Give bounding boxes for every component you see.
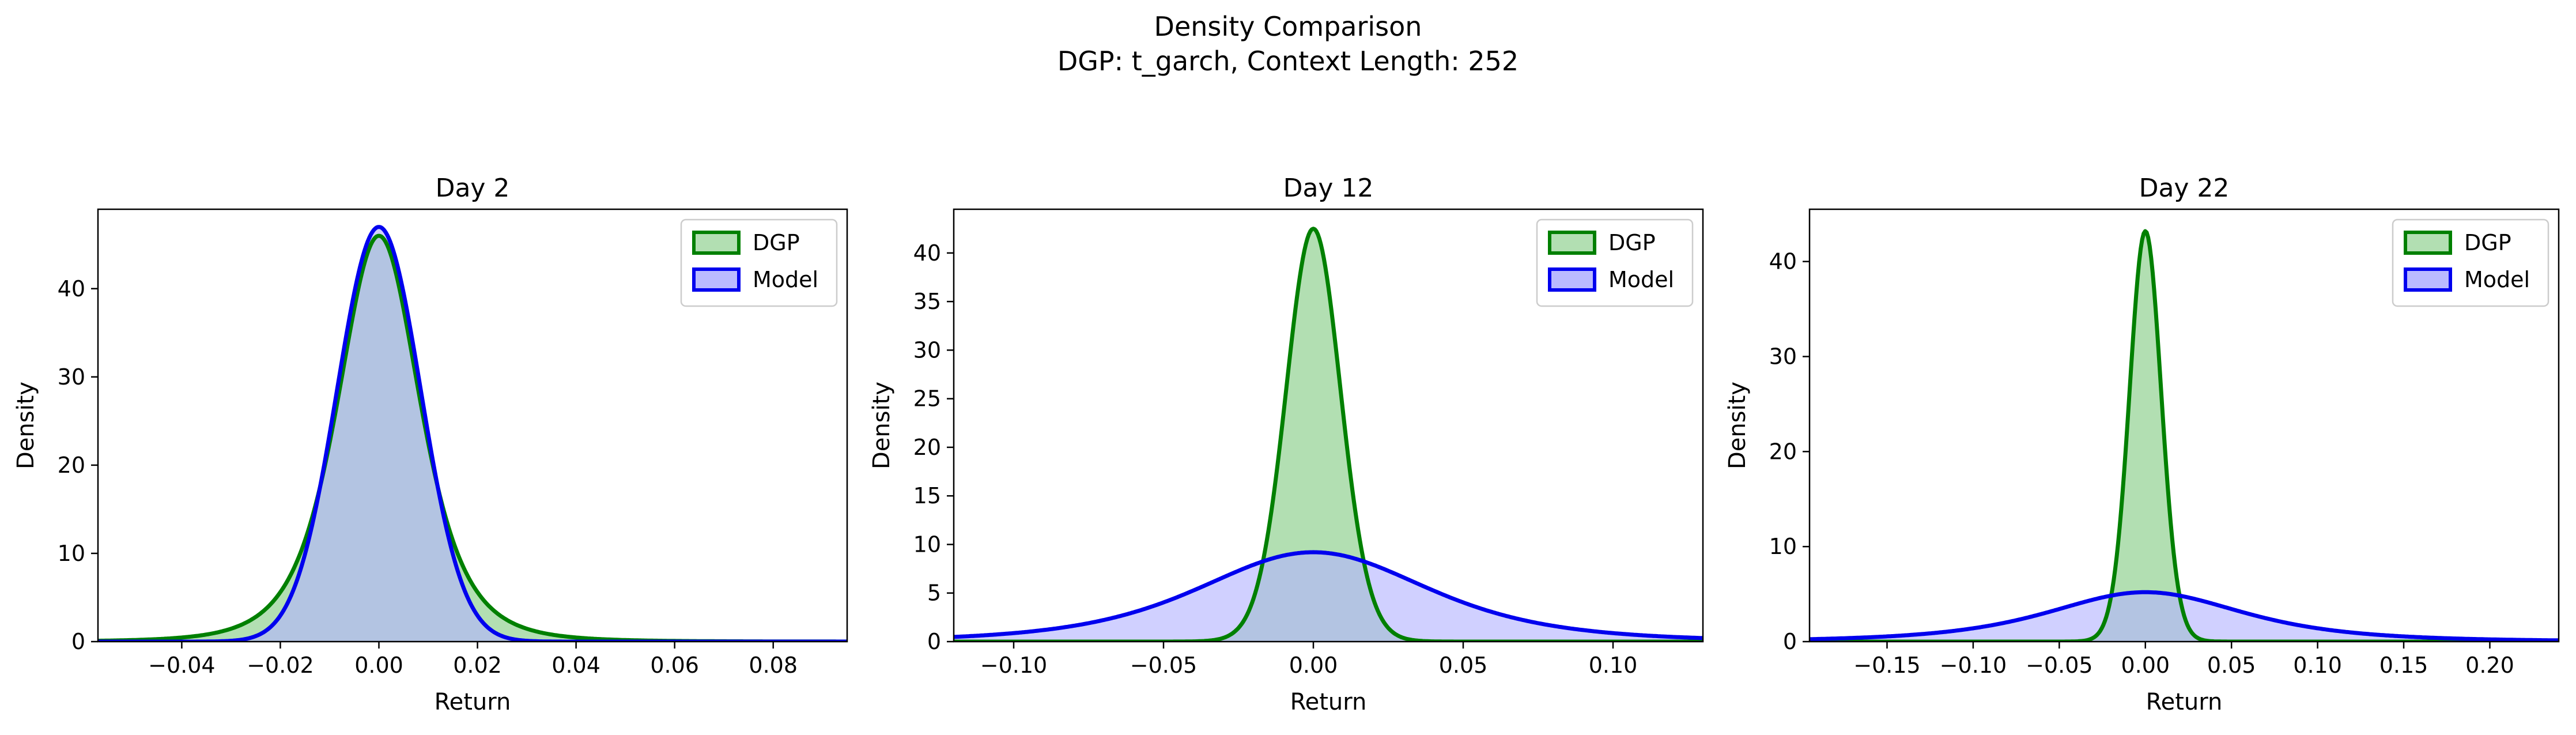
y-tick-label: 40 [913, 240, 941, 266]
y-tick-label: 25 [913, 386, 941, 412]
y-tick-label: 0 [1783, 629, 1797, 654]
dgp-density-line [1810, 229, 2559, 642]
subplot-1: Day 2 −0.04 −0.02 0.00 0.02 0.04 0.06 0.08 0 10 20… [13, 174, 848, 715]
subplot-title: Day 22 [2139, 174, 2230, 203]
dgp-density-line [954, 227, 1703, 642]
legend-label-model: Model [1608, 267, 1674, 292]
y-tick-label: 20 [1769, 439, 1797, 464]
x-tick-label: −0.05 [1130, 653, 1197, 678]
x-tick-label: 0.05 [1439, 653, 1488, 678]
axes-frame [97, 208, 848, 643]
x-axis-label: Return [2146, 689, 2223, 715]
y-tick-label: 30 [913, 337, 941, 363]
y-axis-label: Density [13, 382, 39, 469]
x-tick-label: 0.20 [2465, 653, 2514, 678]
x-tick-label: 0.08 [749, 653, 798, 678]
y-tick-label: 10 [58, 541, 85, 566]
legend-label-dgp: DGP [2464, 230, 2511, 255]
legend-swatch-dgp [692, 231, 741, 255]
x-tick-label: 0.00 [1289, 653, 1338, 678]
subplot-title: Day 12 [1283, 174, 1374, 203]
x-tick-label: 0.06 [650, 653, 699, 678]
y-tick-label: 30 [1769, 344, 1797, 369]
x-tick-label: 0.10 [1589, 653, 1638, 678]
legend-swatch-dgp [1548, 231, 1596, 255]
model-density-line [954, 550, 1703, 640]
legend-swatch-model [2404, 267, 2452, 292]
y-tick-label: 40 [1769, 249, 1797, 274]
y-tick-label: 5 [927, 581, 941, 606]
x-tick-label: 0.04 [552, 653, 600, 678]
y-tick-label: 15 [913, 483, 941, 508]
legend-swatch-dgp [2404, 231, 2452, 255]
density-curves [954, 227, 1703, 642]
x-tick-label: 0.10 [2293, 653, 2342, 678]
x-tick-label: 0.15 [2379, 653, 2428, 678]
subplot-3: Day 22 −0.15 −0.10 −0.05 0.00 0.05 0.10 0.15 0.2… [1724, 174, 2560, 715]
x-tick-label: 0.02 [453, 653, 502, 678]
x-tick-label: 0.00 [2121, 653, 2170, 678]
y-tick-label: 20 [58, 453, 85, 478]
x-axis-label: Return [1290, 689, 1367, 715]
legend-label-model: Model [2464, 267, 2530, 292]
x-tick-label: 0.05 [2207, 653, 2256, 678]
y-tick-label: 40 [58, 276, 85, 301]
legend: DGP Model [1536, 218, 1694, 307]
x-tick-label: −0.05 [2026, 653, 2092, 678]
x-tick-label: −0.10 [1940, 653, 2007, 678]
x-tick-label: −0.10 [980, 653, 1047, 678]
y-tick-label: 35 [913, 289, 941, 314]
subplot-panels: Day 2 −0.04 −0.02 0.00 0.02 0.04 0.06 0.08 0 10 20… [13, 174, 2560, 715]
subplot-2: Day 12 −0.10 −0.05 0.00 0.05 0.10 0 5 10 15 20 25 30… [868, 174, 1704, 715]
legend: DGP Model [2392, 218, 2549, 307]
legend: DGP Model [680, 218, 838, 307]
x-tick-label: −0.04 [148, 653, 215, 678]
axes-frame [1808, 208, 2560, 643]
y-tick-label: 0 [927, 629, 941, 654]
figure-subtitle: DGP: t_garch, Context Length: 252 [1057, 46, 1519, 77]
legend-label-dgp: DGP [753, 230, 800, 255]
axes-frame [953, 208, 1704, 643]
y-tick-label: 10 [913, 532, 941, 557]
y-axis-label: Density [868, 382, 895, 469]
legend-swatch-model [692, 267, 741, 292]
legend-label-model: Model [753, 267, 818, 292]
y-tick-label: 30 [58, 364, 85, 390]
y-axis-label: Density [1724, 382, 1751, 469]
figure-title: Density Comparison [1154, 11, 1422, 42]
y-tick-label: 10 [1769, 534, 1797, 559]
subplot-title: Day 2 [436, 174, 510, 203]
dgp-density-area [954, 228, 1703, 642]
density-curves [1810, 229, 2559, 642]
legend-swatch-model [1548, 267, 1596, 292]
x-tick-label: −0.15 [1853, 653, 1920, 678]
x-tick-label: 0.00 [354, 653, 403, 678]
model-density-line [1810, 590, 2559, 642]
y-tick-label: 0 [71, 629, 85, 654]
x-tick-label: −0.02 [247, 653, 313, 678]
y-tick-label: 20 [913, 435, 941, 460]
legend-label-dgp: DGP [1608, 230, 1656, 255]
x-axis-label: Return [435, 689, 511, 715]
